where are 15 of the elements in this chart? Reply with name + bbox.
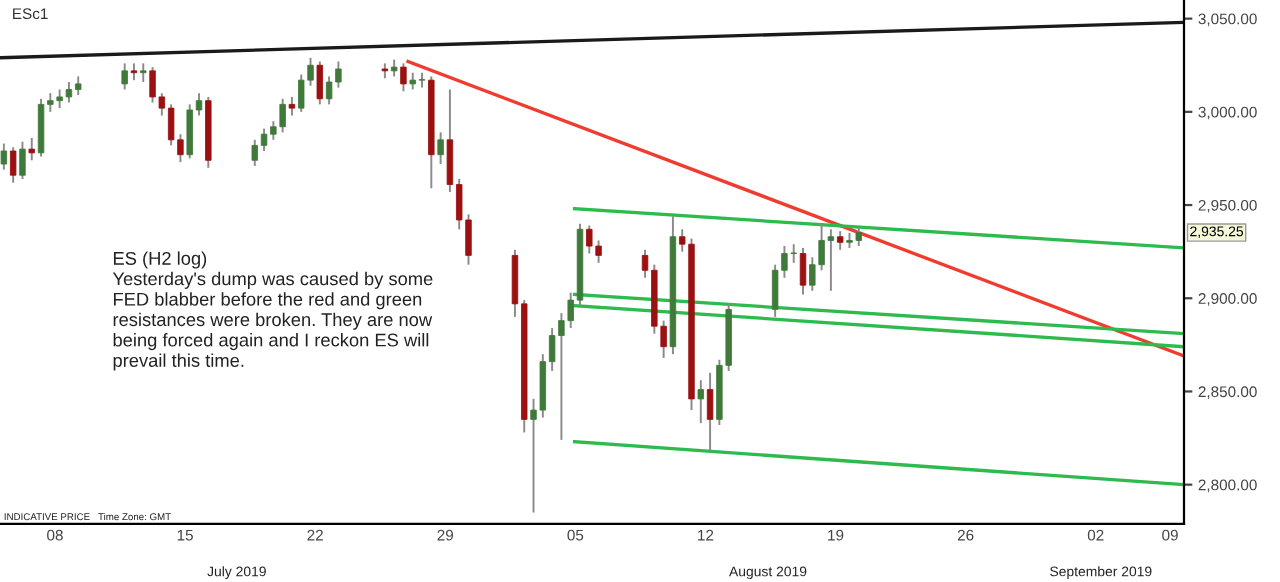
candlestick [706, 371, 714, 453]
annotation: ES (H2 log) Yesterday's dump was caused by some FED blabber before the red and green resistances were broken. They are now being forced again and I reckon ES will prevail this time. [112, 251, 433, 371]
candlestick [121, 62, 128, 91]
candlestick [437, 131, 444, 166]
candlestick [28, 136, 35, 162]
candlestick [288, 95, 296, 117]
candlestick [799, 246, 807, 296]
candlestick [140, 62, 147, 83]
candlestick [836, 230, 844, 251]
candlestick [697, 379, 705, 425]
candlestick [0, 142, 8, 171]
candlestick [9, 146, 17, 184]
candlestick [19, 140, 26, 180]
candlestick [400, 62, 407, 93]
candlestick [316, 60, 324, 106]
